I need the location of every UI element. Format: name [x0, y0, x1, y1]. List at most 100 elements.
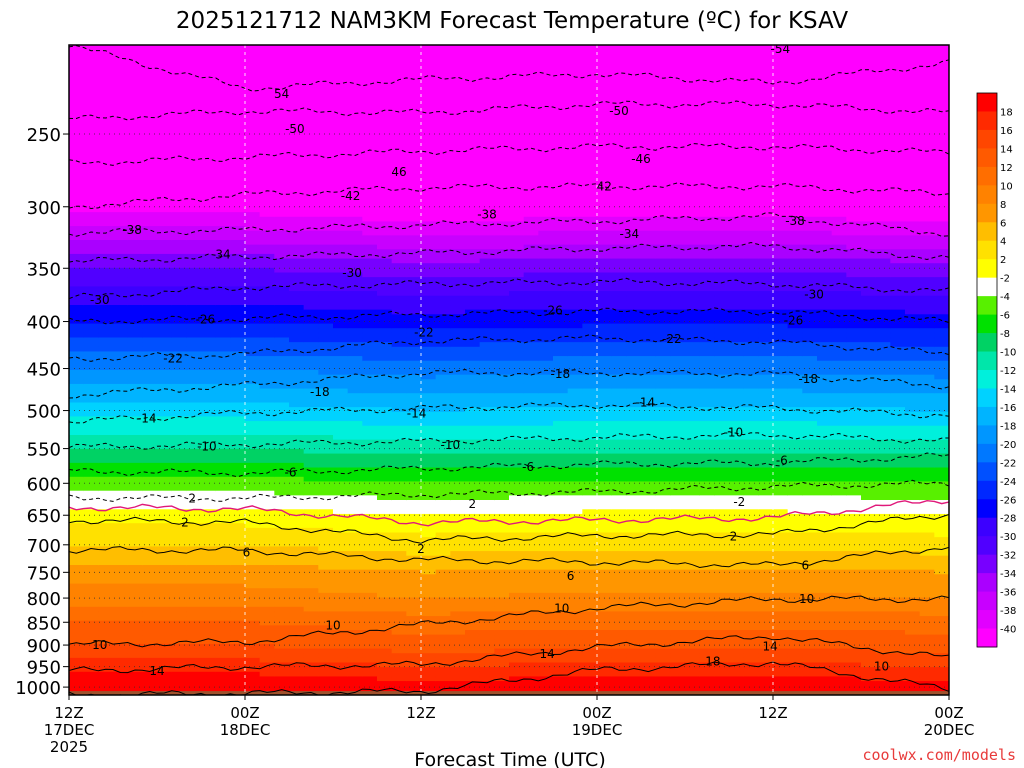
temperature-cell [333, 370, 349, 376]
temperature-cell [479, 100, 495, 106]
temperature-cell [83, 462, 99, 469]
temperature-cell [435, 332, 451, 339]
temperature-cell [567, 592, 583, 599]
temperature-cell [83, 383, 99, 390]
temperature-cell [142, 45, 158, 51]
temperature-cell [157, 216, 173, 223]
temperature-cell [69, 91, 85, 97]
temperature-cell [83, 602, 99, 608]
temperature-cell [215, 490, 231, 496]
temperature-cell [186, 509, 202, 515]
temperature-cell [318, 114, 334, 120]
temperature-cell [377, 546, 393, 552]
temperature-cell [435, 356, 451, 362]
temperature-cell [347, 281, 363, 288]
temperature-cell [318, 110, 334, 116]
temperature-cell [362, 379, 378, 385]
temperature-cell [127, 314, 143, 320]
temperature-cell [303, 58, 319, 65]
temperature-cell [406, 346, 422, 353]
temperature-cell [377, 662, 393, 668]
temperature-cell [523, 472, 539, 478]
temperature-cell [289, 630, 305, 636]
temperature-cell [171, 226, 187, 232]
temperature-cell [69, 161, 85, 167]
temperature-cell [201, 230, 217, 236]
temperature-cell [362, 96, 378, 102]
temperature-cell [479, 513, 495, 520]
temperature-cell [509, 495, 525, 501]
temperature-cell [303, 685, 319, 691]
temperature-cell [318, 58, 334, 65]
temperature-cell [245, 68, 261, 74]
temperature-cell [98, 435, 114, 441]
temperature-cell [157, 490, 173, 496]
temperature-cell [553, 68, 569, 74]
temperature-cell [259, 263, 275, 269]
temperature-cell [509, 444, 525, 450]
temperature-cell [303, 504, 319, 510]
temperature-cell [259, 541, 275, 548]
temperature-cell [127, 634, 143, 640]
temperature-cell [186, 230, 202, 236]
temperature-cell [377, 91, 393, 97]
temperature-cell [509, 402, 525, 408]
temperature-cell [274, 45, 290, 51]
temperature-cell [450, 179, 466, 185]
temperature-cell [509, 96, 525, 102]
temperature-cell [406, 318, 422, 325]
temperature-cell [303, 462, 319, 469]
temperature-cell [465, 435, 481, 441]
temperature-cell [230, 453, 246, 459]
temperature-cell [157, 453, 173, 459]
temperature-cell [450, 207, 466, 213]
temperature-cell [171, 291, 187, 297]
temperature-cell [362, 68, 378, 74]
temperature-cell [509, 184, 525, 190]
temperature-cell [465, 105, 481, 111]
temperature-cell [83, 685, 99, 691]
temperature-cell [362, 467, 378, 473]
temperature-cell [509, 597, 525, 603]
temperature-cell [406, 616, 422, 622]
temperature-cell [509, 370, 525, 376]
temperature-cell [523, 397, 539, 404]
temperature-cell [201, 188, 217, 195]
temperature-cell [113, 495, 129, 501]
temperature-cell [567, 578, 583, 585]
temperature-cell [259, 616, 275, 622]
temperature-cell [230, 416, 246, 422]
temperature-cell [553, 253, 569, 260]
temperature-cell [553, 602, 569, 608]
temperature-cell [391, 193, 407, 199]
temperature-cell [333, 216, 349, 223]
temperature-cell [171, 676, 187, 682]
temperature-cell [347, 407, 363, 413]
temperature-cell [303, 45, 319, 51]
temperature-cell [157, 346, 173, 353]
temperature-cell [69, 462, 85, 469]
temperature-cell [259, 244, 275, 250]
temperature-cell [362, 486, 378, 492]
temperature-cell [274, 639, 290, 645]
temperature-cell [186, 430, 202, 436]
temperature-cell [113, 328, 129, 334]
temperature-cell [215, 476, 231, 483]
temperature-cell [435, 425, 451, 431]
temperature-cell [259, 430, 275, 436]
temperature-cell [391, 346, 407, 353]
temperature-cell [201, 346, 217, 353]
temperature-cell [435, 63, 451, 69]
temperature-cell [157, 523, 173, 529]
temperature-cell [406, 407, 422, 413]
temperature-cell [69, 476, 85, 483]
temperature-cell [230, 151, 246, 158]
temperature-cell [83, 188, 99, 195]
temperature-cell [523, 653, 539, 659]
temperature-cell [553, 611, 569, 617]
temperature-cell [333, 481, 349, 487]
temperature-cell [523, 100, 539, 106]
temperature-cell [98, 54, 114, 60]
temperature-cell [450, 388, 466, 394]
temperature-cell [465, 360, 481, 366]
